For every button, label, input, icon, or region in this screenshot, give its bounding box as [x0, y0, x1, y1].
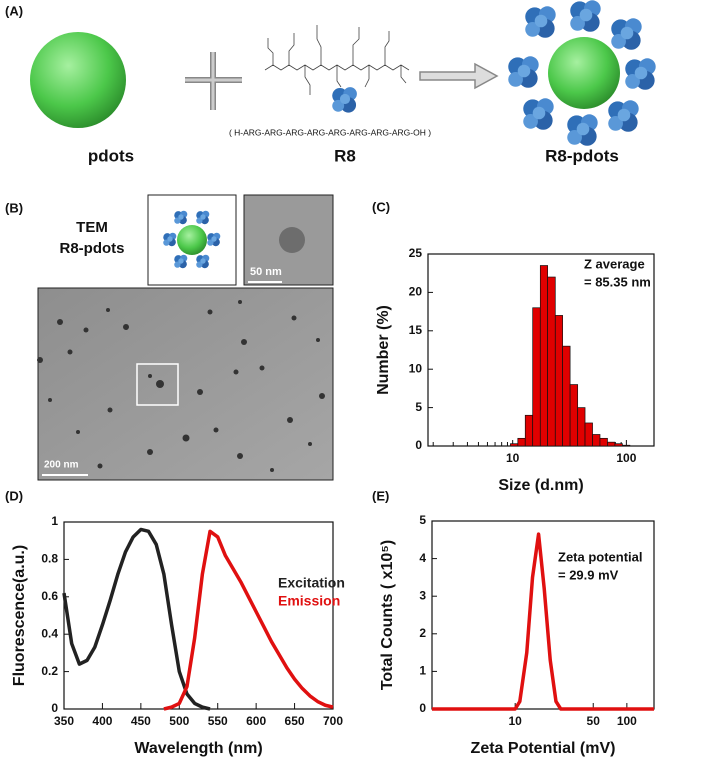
- x-tick-label: 450: [131, 714, 151, 728]
- tem-title: R8-pdots: [60, 240, 125, 257]
- item-label: pdots: [88, 146, 134, 165]
- x-tick-label: 100: [616, 451, 636, 465]
- y-tick-label: 5: [419, 513, 426, 527]
- bar: [584, 422, 593, 447]
- bar: [517, 437, 526, 447]
- panel-label: (D): [5, 488, 23, 503]
- plot-frame: [431, 520, 655, 710]
- schematic: [163, 210, 221, 269]
- bar: [607, 441, 616, 447]
- y-tick-label: 20: [409, 285, 423, 299]
- bar: [614, 443, 623, 447]
- y-tick-label: 10: [409, 361, 423, 375]
- tem-image: [37, 287, 334, 481]
- x-tick-label: 400: [92, 714, 112, 728]
- pdot-sphere: [30, 32, 126, 128]
- y-tick-label: 2: [419, 626, 426, 640]
- annotation: Zeta potential: [558, 549, 643, 564]
- bar: [539, 265, 548, 447]
- y-tick-label: 0.4: [41, 626, 58, 640]
- bar: [592, 434, 601, 447]
- y-axis-title: Number (%): [375, 305, 392, 395]
- series-line: [432, 532, 654, 711]
- panel-label: (E): [372, 488, 389, 503]
- y-tick-label: 15: [409, 323, 423, 337]
- x-axis-title: Wavelength (nm): [134, 740, 262, 757]
- bar: [562, 345, 571, 447]
- x-axis-title: Size (d.nm): [498, 477, 583, 494]
- bar: [554, 315, 563, 447]
- x-tick-label: 10: [508, 714, 522, 728]
- item-label: R8: [334, 146, 356, 165]
- y-axis-title: Total Counts ( x10⁵): [379, 540, 396, 690]
- bar: [547, 276, 556, 447]
- x-tick-label: 650: [285, 714, 305, 728]
- scale-label: 50 nm: [250, 266, 282, 278]
- x-axis-title: Zeta Potential (mV): [471, 740, 616, 757]
- y-tick-label: 0.2: [41, 664, 58, 678]
- x-tick-label: 350: [54, 714, 74, 728]
- annotation: = 85.35 nm: [584, 274, 651, 289]
- panel-label: (B): [5, 200, 23, 215]
- y-tick-label: 4: [419, 551, 426, 565]
- series-line: [163, 529, 334, 711]
- x-tick-label: 500: [169, 714, 189, 728]
- protein-icon: [332, 87, 357, 113]
- panel-label: (C): [372, 199, 390, 214]
- y-axis-title: Fluorescence(a.u.): [11, 545, 28, 686]
- r8-structure: [264, 25, 410, 95]
- sequence: ( H-ARG-ARG-ARG-ARG-ARG-ARG-ARG-ARG-OH ): [229, 127, 431, 137]
- plot-frame: [63, 521, 334, 710]
- annotation: = 29.9 mV: [558, 567, 619, 582]
- legend-label: Excitation: [278, 575, 345, 591]
- x-tick-label: 50: [587, 714, 601, 728]
- bar: [599, 437, 608, 447]
- bar: [524, 414, 534, 447]
- y-tick-label: 0.6: [41, 589, 58, 603]
- particle: [279, 227, 305, 253]
- bar: [510, 443, 519, 447]
- x-tick-label: 10: [506, 451, 520, 465]
- annotation: Z average: [584, 256, 645, 271]
- scale-label: 200 nm: [44, 460, 79, 471]
- legend-label: Emission: [278, 593, 340, 609]
- bar: [532, 307, 541, 447]
- particles: [37, 300, 325, 472]
- y-tick-label: 3: [419, 588, 426, 602]
- bar: [622, 444, 631, 447]
- tem-title: TEM: [76, 219, 108, 236]
- x-tick-label: 100: [617, 714, 637, 728]
- x-tick-label: 700: [323, 714, 343, 728]
- y-tick-label: 25: [409, 246, 423, 260]
- y-tick-label: 0.8: [41, 552, 58, 566]
- panel-label: (A): [5, 3, 23, 18]
- x-tick-label: 550: [208, 714, 228, 728]
- panel-b: (B) TEM R8-pdots 50 nm 200 nm: [5, 194, 334, 481]
- bar: [577, 407, 586, 447]
- y-tick-label: 0: [415, 438, 422, 452]
- bar: [569, 384, 579, 447]
- r8-pdot: [508, 0, 656, 146]
- x-tick-label: 600: [246, 714, 266, 728]
- zoom-box: [136, 363, 179, 406]
- y-tick-label: 1: [51, 514, 58, 528]
- item-label: R8-pdots: [545, 146, 619, 165]
- y-tick-label: 1: [419, 664, 426, 678]
- arrow: [419, 62, 499, 90]
- y-tick-label: 5: [415, 400, 422, 414]
- y-tick-label: 0: [419, 701, 426, 715]
- panel-a: (A) pdots ( H-ARG-ARG-ARG-ARG-ARG-ARG-AR…: [5, 0, 656, 165]
- y-tick-label: 0: [51, 701, 58, 715]
